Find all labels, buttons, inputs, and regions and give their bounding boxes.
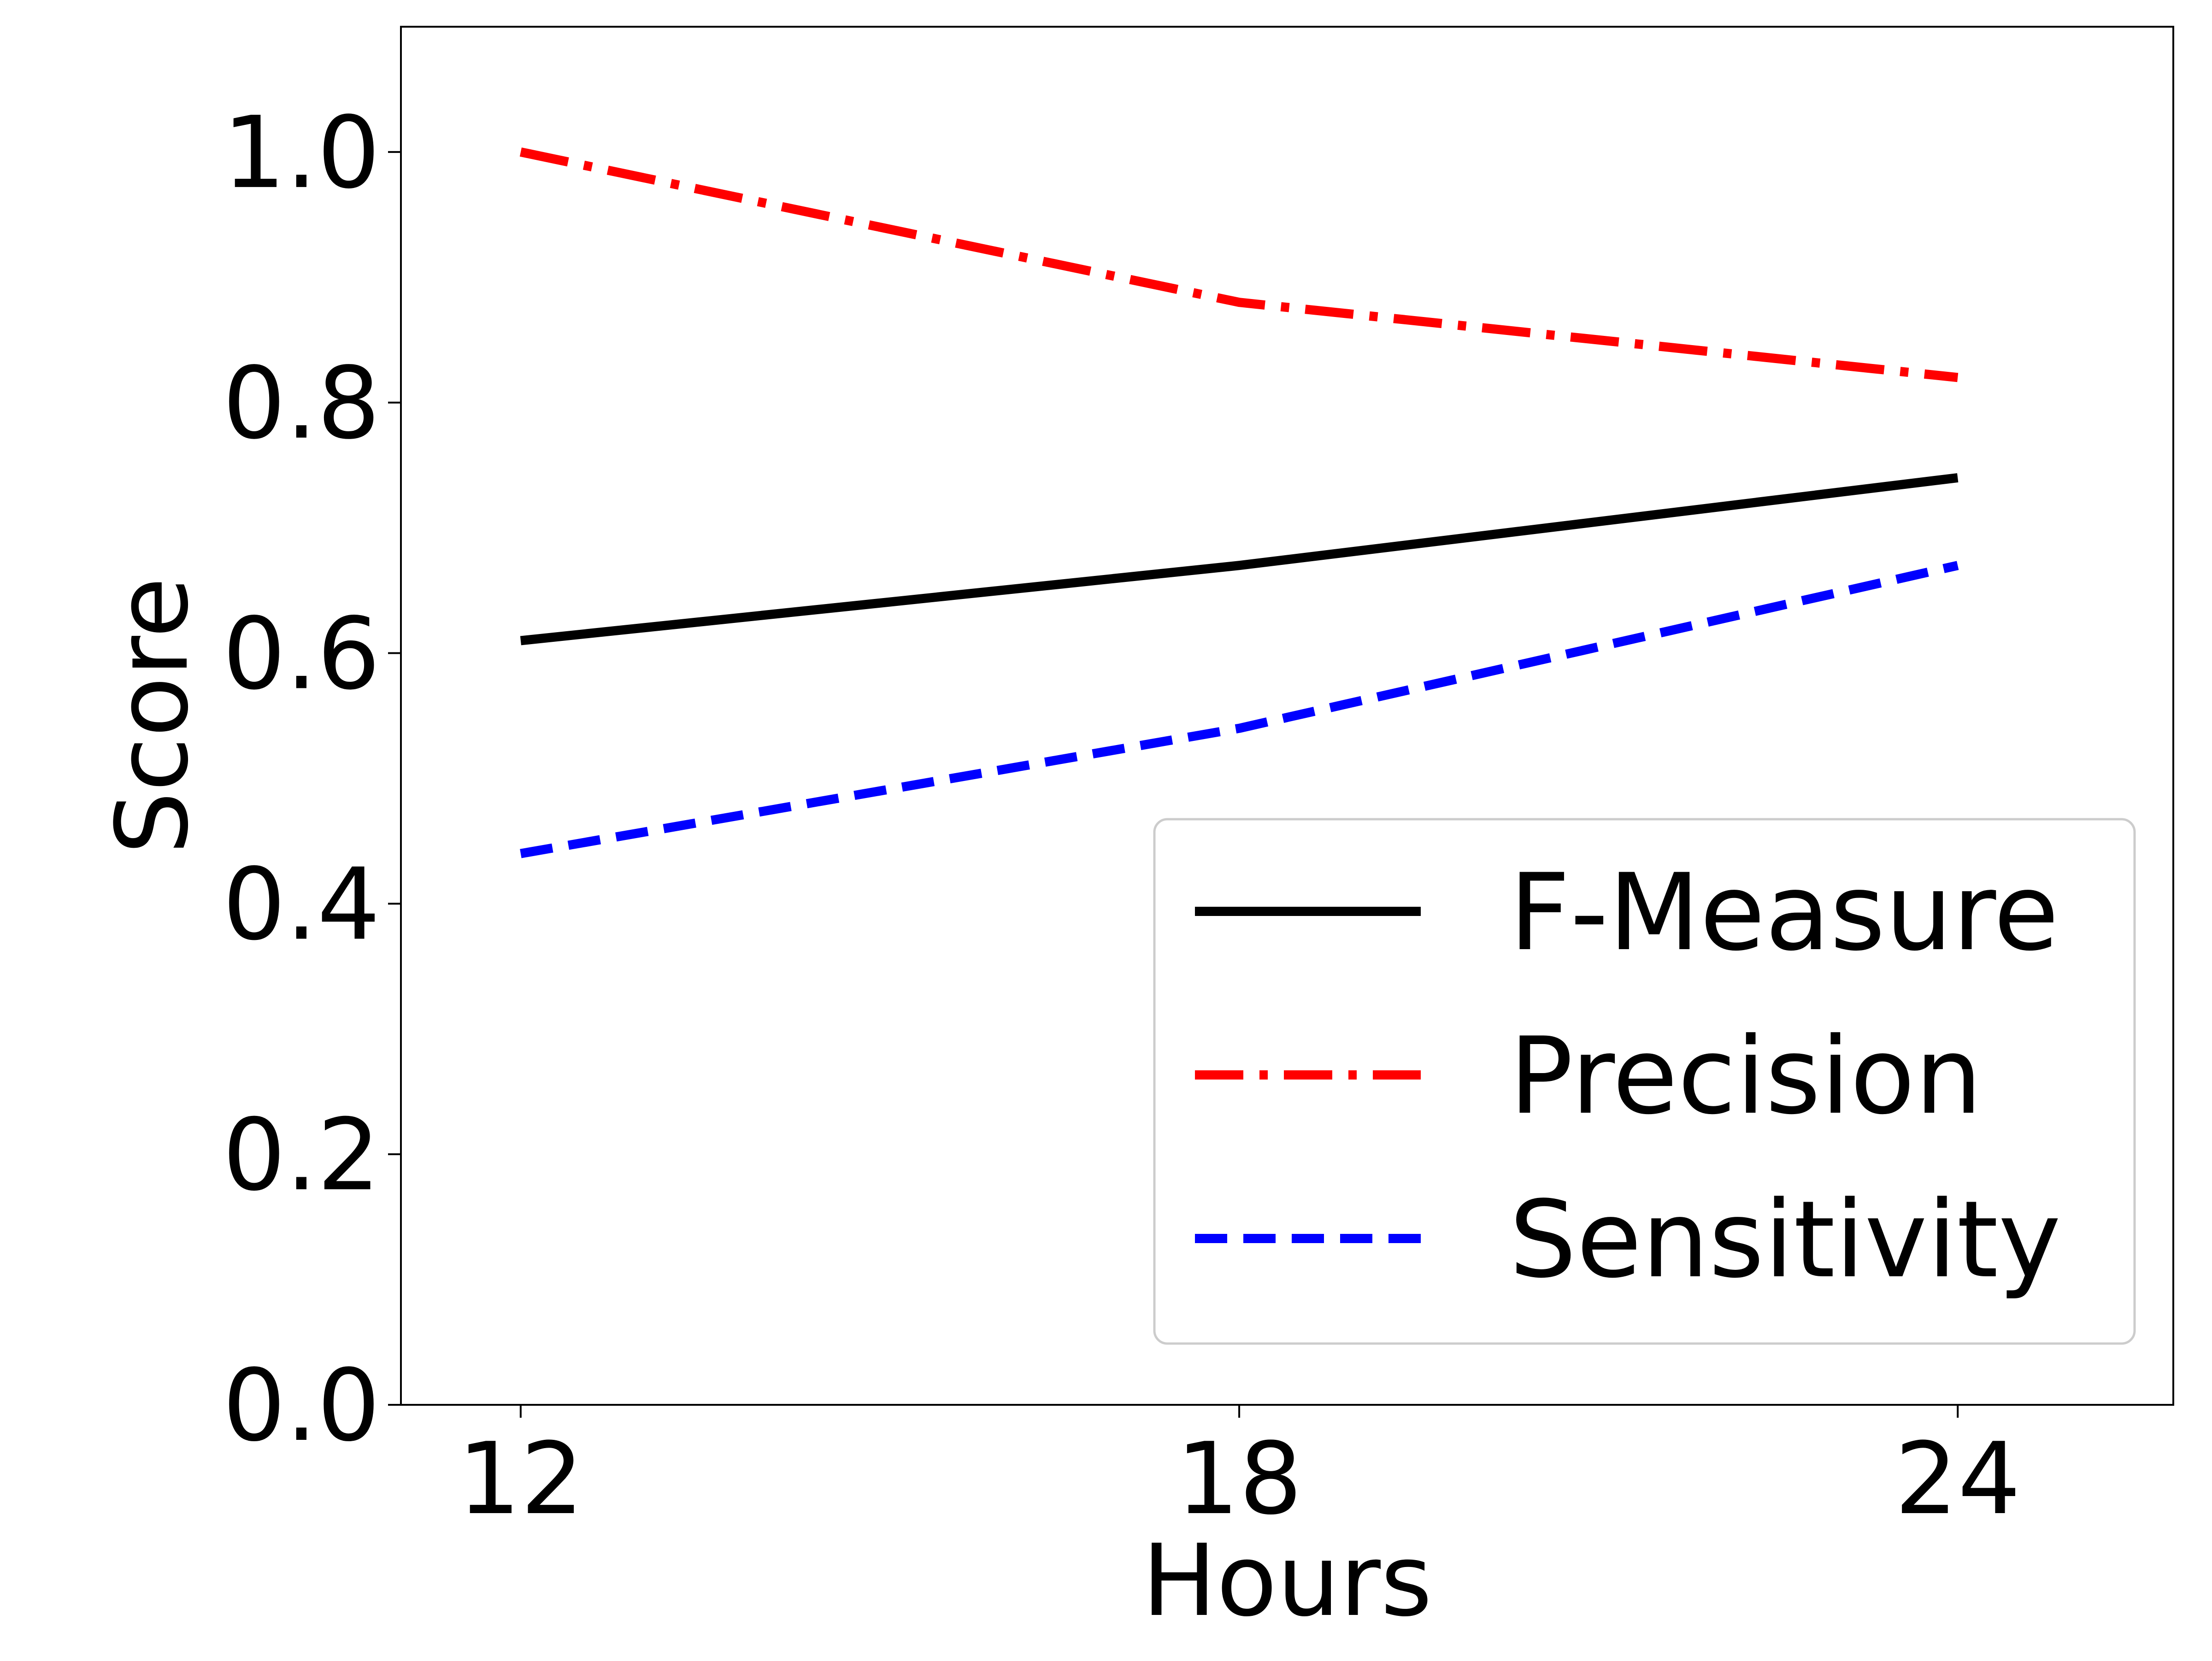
y-tick-label: 0.4: [223, 846, 380, 962]
y-tick-label: 0.8: [223, 346, 380, 461]
y-tick-label: 0.2: [223, 1097, 380, 1213]
legend-label: Precision: [1509, 1015, 1982, 1138]
series-line-f-measure: [520, 473, 1959, 646]
x-tick-label: 24: [1894, 1421, 2021, 1537]
series-line-sensitivity: [520, 561, 1959, 858]
series-line-precision: [519, 147, 1959, 382]
x-tick-label: 18: [1176, 1421, 1302, 1537]
y-tick-label: 1.0: [223, 95, 380, 211]
axes: 0.0 0.2 0.4 0.6 0.8 1.0 12 18 24: [223, 26, 2174, 1537]
legend-label: F-Measure: [1509, 851, 2059, 974]
y-axis-label: Score: [94, 577, 210, 854]
y-tick-label: 0.6: [223, 596, 380, 712]
x-axis-label: Hours: [1142, 1523, 1432, 1638]
plot-area: [519, 147, 1959, 858]
legend-label: Sensitivity: [1509, 1179, 2061, 1302]
plot-frame: [400, 26, 2174, 1406]
y-tick-label: 0.0: [223, 1348, 380, 1463]
legend-box: [1153, 818, 2136, 1345]
legend: F-Measure Precision Sensitivity: [1153, 818, 2136, 1345]
x-tick-label: 12: [458, 1421, 584, 1537]
